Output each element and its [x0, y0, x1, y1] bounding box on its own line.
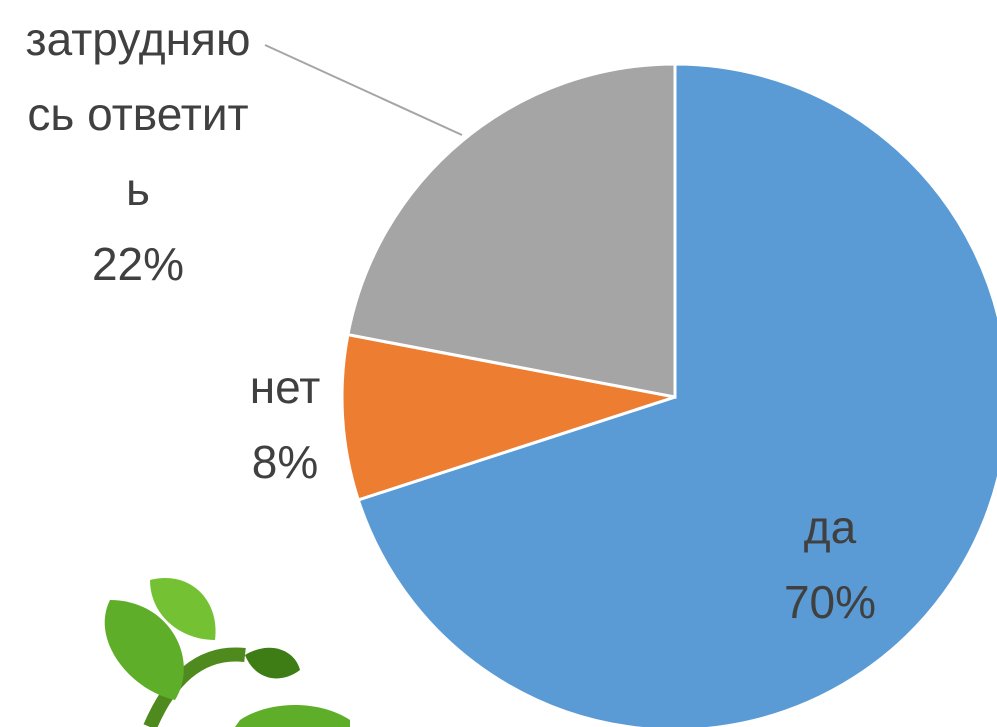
leader-line	[265, 45, 462, 135]
value-label: 22%	[22, 227, 254, 302]
slice-label: нет	[225, 350, 345, 425]
data-label: нет 8%	[225, 350, 345, 500]
value-label: 70%	[760, 565, 900, 640]
data-label: затрудняюсь ответить 22%	[22, 2, 254, 302]
plant-decoration	[105, 578, 350, 727]
value-label: 8%	[225, 425, 345, 500]
slice-label: да	[760, 490, 900, 565]
slice-label: затрудняюсь ответить	[22, 2, 254, 227]
data-label: да 70%	[760, 490, 900, 640]
page: да 70% нет 8% затрудняюсь ответить 22%	[0, 0, 997, 727]
